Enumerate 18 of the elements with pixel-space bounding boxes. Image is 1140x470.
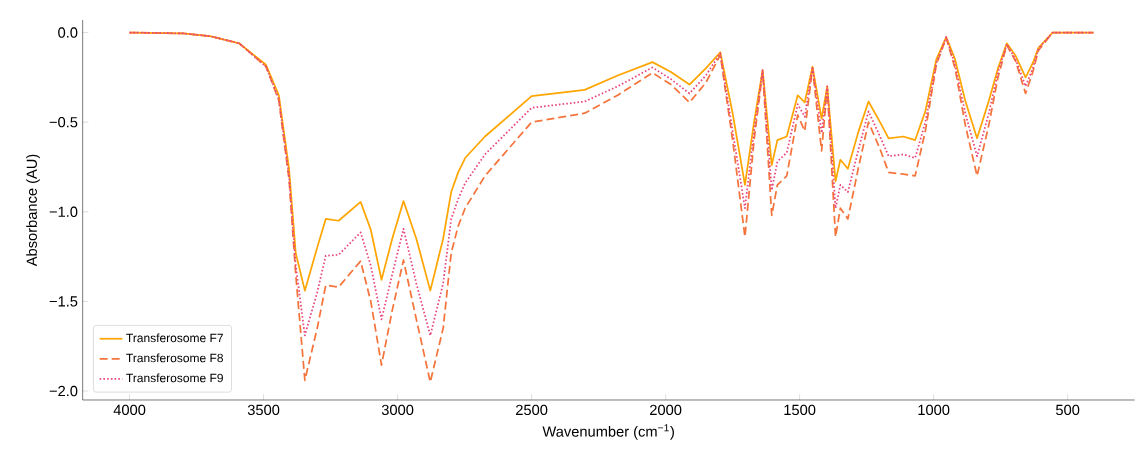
x-tick-label: 500: [1056, 404, 1080, 416]
y-tick-label: 0.0: [58, 27, 78, 38]
legend-label: Transferosome F9: [126, 373, 223, 383]
y-tick-label: −1.0: [49, 206, 78, 217]
x-tick-label: 4000: [113, 404, 146, 416]
y-tick-label: −1.5: [49, 296, 78, 307]
y-axis-title: Absorbance (AU): [26, 154, 40, 267]
x-axis-title: Wavenumber (cm$^{−1}$): [542, 424, 674, 440]
x-tick-label: 3500: [247, 404, 280, 416]
y-tick-label: −2.0: [49, 385, 78, 397]
legend-label: Transferosome F7: [126, 333, 223, 343]
x-tick-label: 3000: [381, 404, 414, 416]
x-tick-label: 2000: [650, 404, 682, 416]
x-tick-label: 1000: [918, 404, 950, 416]
y-tick-label: −0.5: [49, 116, 78, 128]
legend-label: Transferosome F8: [126, 353, 223, 363]
x-tick-label: 1500: [784, 404, 816, 416]
x-tick-label: 2500: [516, 404, 548, 416]
